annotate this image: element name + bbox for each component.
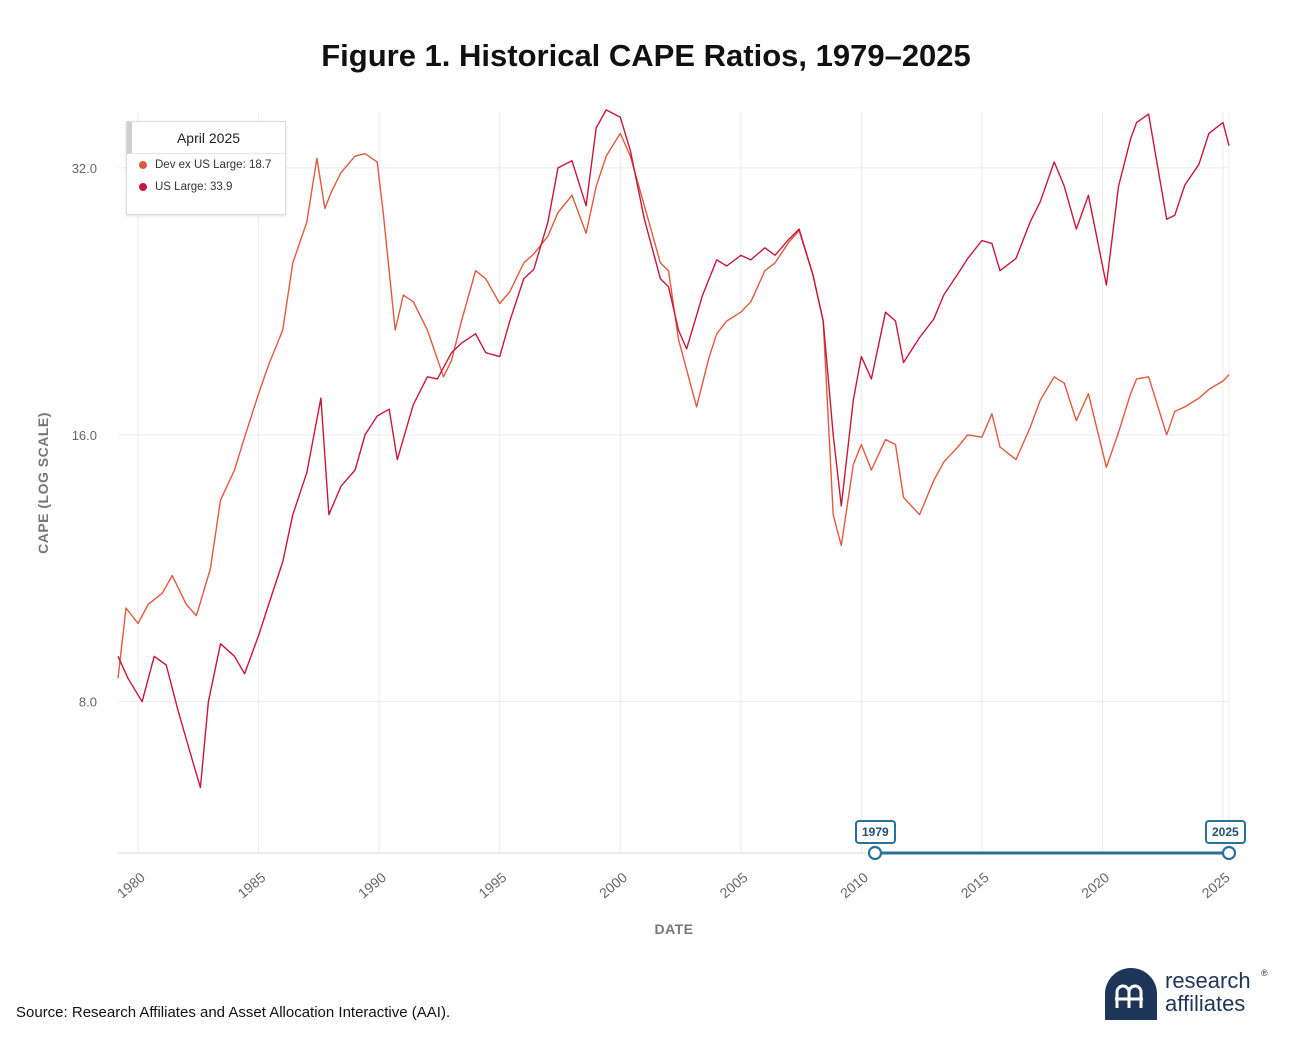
date-range-slider[interactable] [867, 845, 1237, 861]
tooltip-date: April 2025 [127, 122, 285, 154]
x-tick-label: 2005 [717, 869, 751, 901]
x-tick-label: 2020 [1078, 869, 1112, 901]
hover-tooltip: April 2025 Dev ex US Large: 18.7 US Larg… [126, 121, 286, 215]
range-start-label: 1979 [855, 820, 896, 844]
tooltip-item-dev-ex-us: Dev ex US Large: 18.7 [127, 154, 285, 176]
axes: 1980 1985 1990 1995 2000 2005 2010 2015 2020 2025… [72, 161, 1233, 901]
y-axis-title: CAPE (LOG SCALE) [35, 412, 51, 554]
x-tick-label: 2025 [1199, 869, 1233, 901]
logo-glyph-icon [1115, 984, 1143, 1008]
y-tick-label: 8.0 [79, 695, 97, 710]
x-tick-label: 1980 [114, 869, 148, 901]
us-large-line [117, 109, 1230, 789]
dev-ex-us-dot-icon [139, 161, 147, 169]
logo-line-2: affiliates [1165, 991, 1246, 1016]
x-axis-title: DATE [654, 921, 693, 937]
x-tick-label: 1985 [234, 869, 268, 901]
logo-line-1: research [1165, 968, 1251, 993]
source-note: Source: Research Affiliates and Asset Al… [16, 1004, 451, 1021]
range-start-handle[interactable] [867, 845, 883, 861]
tooltip-item-label: US Large: 33.9 [155, 181, 233, 193]
range-end-label: 2025 [1205, 820, 1246, 844]
registered-mark: ® [1261, 968, 1268, 978]
logo-wordmark: research affiliates [1165, 969, 1251, 1015]
research-affiliates-logo: research affiliates ® [1105, 966, 1275, 1024]
x-tick-label: 2000 [596, 869, 630, 901]
us-large-dot-icon [139, 183, 147, 191]
x-tick-label: 2010 [837, 869, 871, 901]
series-lines [117, 109, 1230, 789]
y-tick-label: 16.0 [72, 428, 97, 443]
x-tick-label: 1990 [355, 869, 389, 901]
range-end-handle[interactable] [1221, 845, 1237, 861]
logo-mark-icon [1105, 968, 1157, 1020]
tooltip-item-us-large: US Large: 33.9 [127, 176, 285, 198]
grid-lines [118, 112, 1230, 854]
x-tick-label: 2015 [958, 869, 992, 901]
dev-ex-us-large-line [117, 132, 1230, 679]
chart-title: Figure 1. Historical CAPE Ratios, 1979–2… [321, 38, 971, 73]
tooltip-item-label: Dev ex US Large: 18.7 [155, 159, 272, 171]
x-tick-label: 1995 [475, 869, 509, 901]
y-tick-label: 32.0 [72, 161, 97, 176]
